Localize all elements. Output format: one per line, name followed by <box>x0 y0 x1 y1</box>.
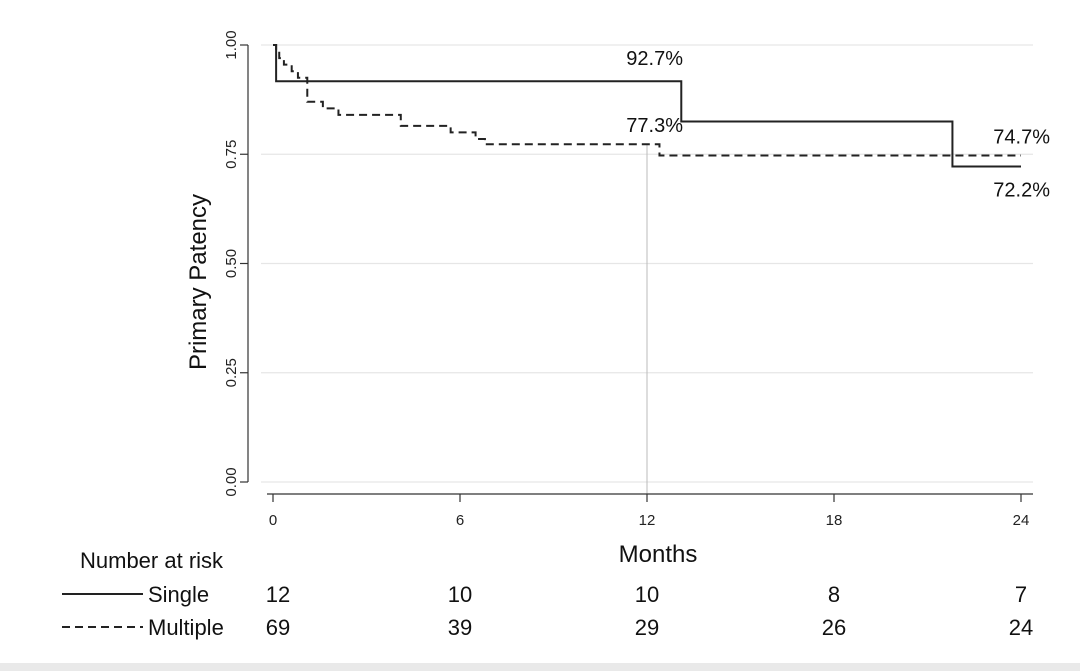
bottom-divider <box>0 663 1080 671</box>
x-tick-label-0: 0 <box>269 512 277 529</box>
x-tick-label-2: 12 <box>639 512 656 529</box>
risk-value-single-0: 12 <box>266 582 290 607</box>
risk-row-label-single: Single <box>148 582 209 607</box>
x-tick-label-1: 6 <box>456 512 464 529</box>
risk-value-single-2: 10 <box>635 582 659 607</box>
y-tick-label-2: 0.50 <box>223 249 240 278</box>
series-line-single <box>273 44 1021 168</box>
risk-row-label-multiple: Multiple <box>148 615 224 640</box>
series-line-multiple <box>273 44 1021 157</box>
y-tick-label-4: 1.00 <box>223 30 240 59</box>
axes: 0 6 12 18 24 0.00 0.25 0.50 0.75 1.00 <box>223 30 1033 529</box>
risk-table-title: Number at risk <box>80 548 224 573</box>
risk-value-single-1: 10 <box>448 582 472 607</box>
y-axis-label: Primary Patency <box>185 194 212 370</box>
x-tick-label-4: 24 <box>1013 512 1030 529</box>
risk-value-multiple-0: 69 <box>266 615 290 640</box>
risk-value-single-4: 7 <box>1015 582 1027 607</box>
y-tick-label-0: 0.00 <box>223 467 240 496</box>
annotation-3: 72.2% <box>993 179 1050 201</box>
risk-value-multiple-4: 24 <box>1009 615 1033 640</box>
x-tick-label-3: 18 <box>826 512 843 529</box>
y-tick-label-1: 0.25 <box>223 358 240 387</box>
risk-value-multiple-2: 29 <box>635 615 659 640</box>
series-group <box>273 44 1021 168</box>
y-axis-ticks: 0.00 0.25 0.50 0.75 1.00 <box>223 30 248 497</box>
risk-value-multiple-1: 39 <box>448 615 472 640</box>
annotation-0: 92.7% <box>626 48 683 70</box>
risk-value-multiple-3: 26 <box>822 615 846 640</box>
x-axis-ticks: 0 6 12 18 24 <box>269 494 1030 529</box>
annotations: 92.7% 77.3% 74.7% 72.2% <box>626 48 1050 202</box>
annotation-1: 77.3% <box>626 115 683 137</box>
x-axis-label: Months <box>619 541 698 568</box>
number-at-risk-table: Number at risk Single 12 10 10 8 7 Multiple 69 3… <box>62 548 1033 640</box>
y-tick-label-3: 0.75 <box>223 140 240 169</box>
annotation-2: 74.7% <box>993 127 1050 149</box>
risk-value-single-3: 8 <box>828 582 840 607</box>
